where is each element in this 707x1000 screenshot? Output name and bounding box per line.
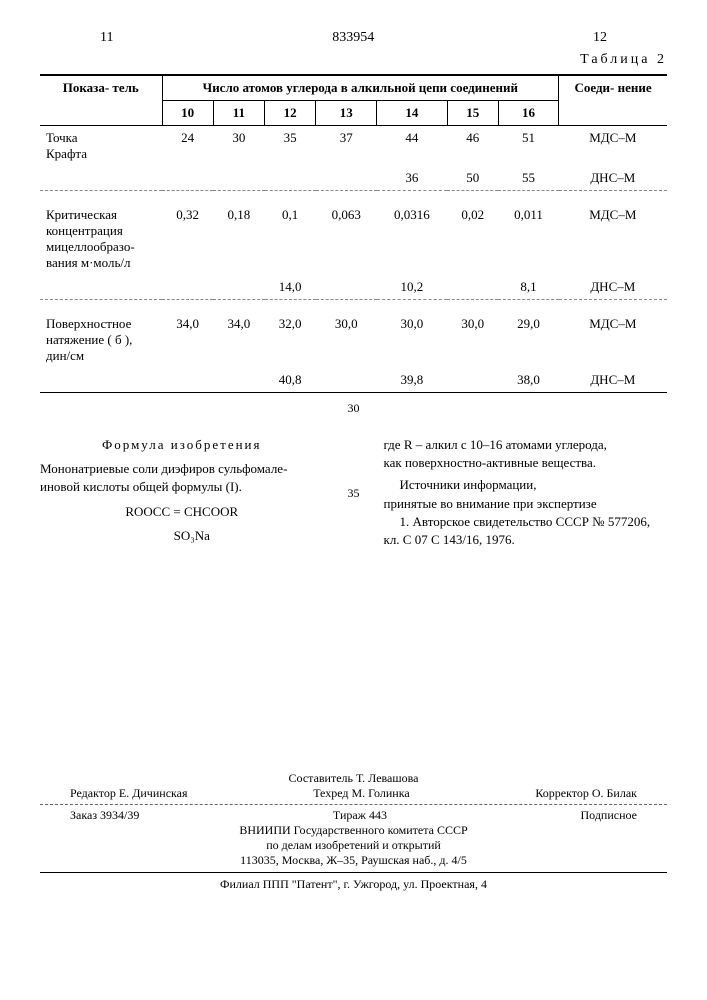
cell: 46: [447, 126, 498, 167]
col-compound: Соеди- нение: [559, 75, 667, 126]
cell: [265, 166, 316, 191]
left-para: Мононатриевые соли диэфиров сульфомале- …: [40, 460, 324, 496]
carbon-10: 10: [162, 101, 213, 126]
formula-line2: SO₃Na: [40, 527, 324, 545]
footer: Составитель Т. Левашова Редактор Е. Дичи…: [40, 771, 667, 892]
cell: 44: [377, 126, 447, 167]
line-number-35: 35: [344, 436, 364, 551]
carbon-15: 15: [447, 101, 498, 126]
subscription: Подписное: [581, 808, 638, 823]
cell: 39,8: [377, 368, 447, 393]
col-group: Число атомов углерода в алкильной цепи с…: [162, 75, 559, 101]
cell: [447, 368, 498, 393]
right-column: где R – алкил с 10–16 атомами углерода, …: [384, 436, 668, 551]
line-number-30: 30: [40, 401, 667, 416]
editor: Редактор Е. Дичинская: [70, 786, 188, 801]
cell: 0,0316: [377, 203, 447, 275]
org2: по делам изобретений и открытий: [40, 838, 667, 853]
cell-comp: МДС–М: [559, 203, 667, 275]
cell: 34,0: [213, 312, 264, 368]
cell-comp: МДС–М: [559, 312, 667, 368]
page-left: 11: [100, 30, 113, 46]
cell: [316, 275, 377, 300]
org3: 113035, Москва, Ж–35, Раушская наб., д. …: [40, 853, 667, 868]
cell: 34,0: [162, 312, 213, 368]
cell: [447, 275, 498, 300]
cell: 30,0: [447, 312, 498, 368]
techred: Техред М. Голинка: [313, 786, 410, 801]
carbon-16: 16: [498, 101, 558, 126]
cell: 0,32: [162, 203, 213, 275]
compiler: Составитель Т. Левашова: [40, 771, 667, 786]
cell: 0,063: [316, 203, 377, 275]
table-caption: Таблица 2: [40, 52, 667, 68]
cell: 35: [265, 126, 316, 167]
cell: [162, 368, 213, 393]
page-header: 11 833954 12: [40, 30, 667, 46]
cell: [213, 275, 264, 300]
cell: 36: [377, 166, 447, 191]
cell: [162, 275, 213, 300]
cell: 24: [162, 126, 213, 167]
tirage: Тираж 443: [333, 808, 387, 823]
cell: [316, 368, 377, 393]
cell: [162, 166, 213, 191]
corrector: Корректор О. Билак: [535, 786, 637, 801]
cell: 30,0: [316, 312, 377, 368]
cell: 51: [498, 126, 558, 167]
cell: [213, 368, 264, 393]
cell: 30,0: [377, 312, 447, 368]
col-indicator: Показа- тель: [40, 75, 162, 126]
cell: 40,8: [265, 368, 316, 393]
cell: 0,011: [498, 203, 558, 275]
carbon-11: 11: [213, 101, 264, 126]
cell: [213, 166, 264, 191]
doc-number: 833954: [332, 30, 374, 46]
cell: 55: [498, 166, 558, 191]
cell: 0,18: [213, 203, 264, 275]
invention-formula-heading: Формула изобретения: [40, 436, 324, 454]
right-para2: Источники информации, принятые во вниман…: [384, 476, 668, 512]
right-para1: где R – алкил с 10–16 атомами углерода, …: [384, 436, 668, 472]
cell: 8,1: [498, 275, 558, 300]
cell: 37: [316, 126, 377, 167]
cell: [316, 166, 377, 191]
cell-comp: МДС–М: [559, 126, 667, 167]
row3-label: Поверхностное натяжение ( б ), дин/см: [40, 312, 162, 368]
carbon-14: 14: [377, 101, 447, 126]
cell: 10,2: [377, 275, 447, 300]
cell: 30: [213, 126, 264, 167]
cell: 32,0: [265, 312, 316, 368]
cell: 14,0: [265, 275, 316, 300]
carbon-12: 12: [265, 101, 316, 126]
cell: 29,0: [498, 312, 558, 368]
carbon-13: 13: [316, 101, 377, 126]
cell-comp: ДНС–М: [559, 275, 667, 300]
cell-comp: ДНС–М: [559, 368, 667, 393]
cell: 50: [447, 166, 498, 191]
org1: ВНИИПИ Государственного комитета СССР: [40, 823, 667, 838]
cell-comp: ДНС–М: [559, 166, 667, 191]
formula-line1: ROOCC = CHCOOR: [40, 503, 324, 521]
branch: Филиал ППП "Патент", г. Ужгород, ул. Про…: [40, 877, 667, 892]
cell: 0,1: [265, 203, 316, 275]
left-column: Формула изобретения Мононатриевые соли д…: [40, 436, 324, 551]
data-table: Показа- тель Число атомов углерода в алк…: [40, 74, 667, 395]
row2-label: Критическая концентрация мицеллообразо- …: [40, 203, 162, 275]
body-columns: Формула изобретения Мононатриевые соли д…: [40, 436, 667, 551]
right-para3: 1. Авторское свидетельство СССР № 577206…: [384, 513, 668, 549]
cell: 38,0: [498, 368, 558, 393]
order: Заказ 3934/39: [70, 808, 139, 823]
row1-label: Точка Крафта: [40, 126, 162, 167]
cell: 0,02: [447, 203, 498, 275]
page-right: 12: [593, 30, 607, 46]
